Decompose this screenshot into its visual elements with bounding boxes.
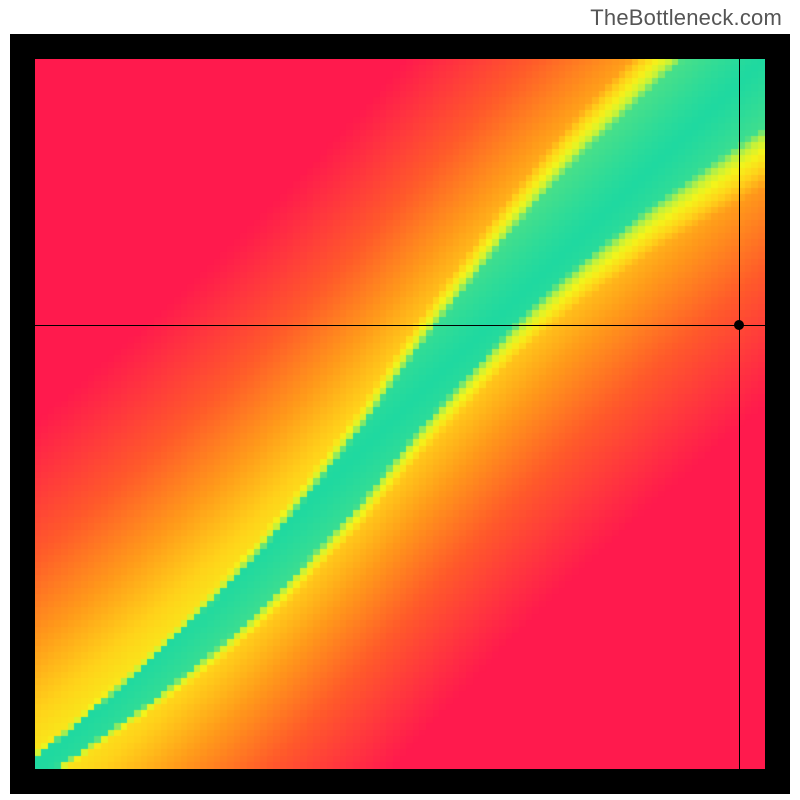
- crosshair-vertical-line: [739, 59, 740, 769]
- crosshair-horizontal-line: [35, 325, 765, 326]
- figure-container: TheBottleneck.com: [0, 0, 800, 800]
- heatmap-canvas: [35, 59, 765, 769]
- crosshair-marker-point: [734, 320, 744, 330]
- attribution-text: TheBottleneck.com: [590, 5, 782, 31]
- heatmap-plot-area: [35, 59, 765, 769]
